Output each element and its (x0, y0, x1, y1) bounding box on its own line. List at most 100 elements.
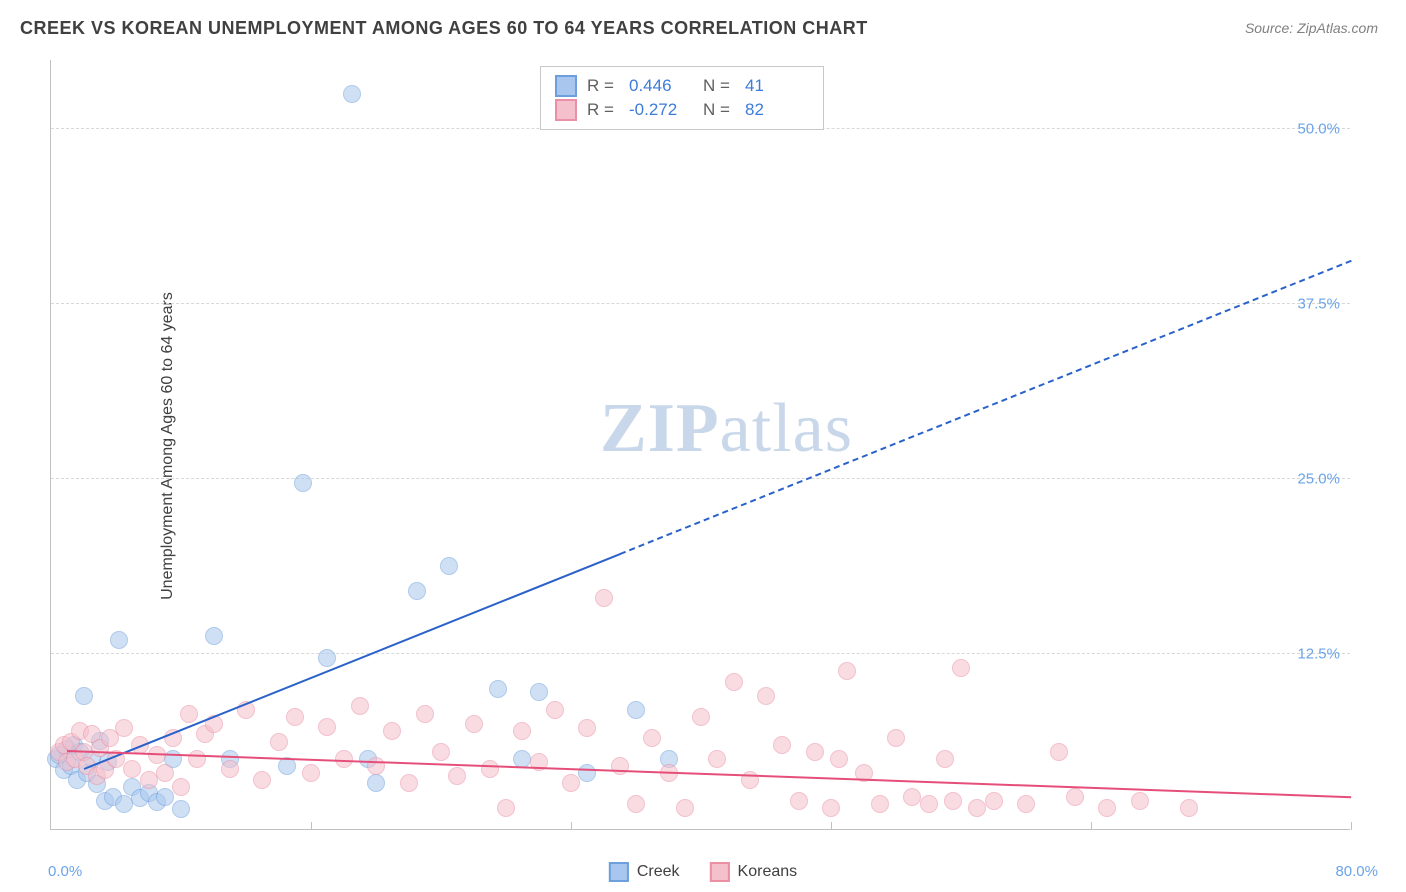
data-point (286, 708, 304, 726)
data-point (822, 799, 840, 817)
data-point (1066, 788, 1084, 806)
data-point (676, 799, 694, 817)
data-point (180, 705, 198, 723)
data-point (1050, 743, 1068, 761)
data-point (188, 750, 206, 768)
n-label: N = (703, 76, 735, 96)
data-point (481, 760, 499, 778)
data-point (351, 697, 369, 715)
data-point (944, 792, 962, 810)
data-point (611, 757, 629, 775)
y-tick-label: 25.0% (1297, 471, 1340, 488)
data-point (110, 631, 128, 649)
x-tick (571, 822, 572, 830)
data-point (627, 795, 645, 813)
data-point (172, 800, 190, 818)
y-tick-label: 12.5% (1297, 646, 1340, 663)
data-point (1180, 799, 1198, 817)
legend-swatch (555, 99, 577, 121)
data-point (367, 774, 385, 792)
data-point (318, 718, 336, 736)
bottom-legend: Creek Koreans (609, 862, 797, 882)
watermark-zip: ZIP (600, 390, 720, 467)
r-label: R = (587, 76, 619, 96)
data-point (643, 729, 661, 747)
x-tick (311, 822, 312, 830)
n-value: 82 (745, 100, 809, 120)
trend-line (83, 553, 620, 770)
data-point (757, 687, 775, 705)
data-point (1131, 792, 1149, 810)
data-point (627, 701, 645, 719)
data-point (1098, 799, 1116, 817)
trend-line (619, 260, 1351, 555)
data-point (578, 719, 596, 737)
r-value: -0.272 (629, 100, 693, 120)
data-point (489, 680, 507, 698)
data-point (952, 659, 970, 677)
data-point (440, 557, 458, 575)
x-axis-min-label: 0.0% (48, 863, 82, 880)
data-point (172, 778, 190, 796)
legend-label: Creek (637, 863, 680, 881)
data-point (920, 795, 938, 813)
x-axis-max-label: 80.0% (1335, 863, 1378, 880)
legend-item: Creek (609, 862, 680, 882)
data-point (497, 799, 515, 817)
x-tick (1091, 822, 1092, 830)
legend-item: Koreans (710, 862, 798, 882)
plot-area: ZIPatlas 12.5% 25.0% 37.5% 50.0% (50, 60, 1350, 830)
source-label: Source: ZipAtlas.com (1245, 20, 1378, 36)
data-point (725, 673, 743, 691)
data-point (302, 764, 320, 782)
data-point (318, 649, 336, 667)
n-label: N = (703, 100, 735, 120)
gridline (51, 653, 1350, 654)
legend-swatch (710, 862, 730, 882)
data-point (562, 774, 580, 792)
r-value: 0.446 (629, 76, 693, 96)
legend-label: Koreans (738, 863, 798, 881)
data-point (294, 474, 312, 492)
legend-stats-row: R = -0.272 N = 82 (555, 99, 809, 121)
data-point (343, 85, 361, 103)
data-point (205, 627, 223, 645)
data-point (253, 771, 271, 789)
data-point (383, 722, 401, 740)
r-label: R = (587, 100, 619, 120)
data-point (408, 582, 426, 600)
data-point (985, 792, 1003, 810)
data-point (887, 729, 905, 747)
data-point (465, 715, 483, 733)
data-point (156, 764, 174, 782)
chart-title: CREEK VS KOREAN UNEMPLOYMENT AMONG AGES … (20, 18, 868, 39)
data-point (546, 701, 564, 719)
x-tick (831, 822, 832, 830)
watermark: ZIPatlas (600, 389, 853, 469)
data-point (830, 750, 848, 768)
data-point (871, 795, 889, 813)
data-point (115, 719, 133, 737)
legend-stats-row: R =0.446N =41 (555, 75, 809, 97)
data-point (773, 736, 791, 754)
data-point (432, 743, 450, 761)
y-tick-label: 50.0% (1297, 121, 1340, 138)
x-tick (1351, 822, 1352, 830)
legend-swatch (609, 862, 629, 882)
data-point (400, 774, 418, 792)
data-point (595, 589, 613, 607)
data-point (75, 687, 93, 705)
data-point (790, 792, 808, 810)
y-tick-label: 37.5% (1297, 296, 1340, 313)
data-point (123, 760, 141, 778)
legend-stats-box: R =0.446N =41R =-0.272N =82 (540, 66, 824, 130)
data-point (708, 750, 726, 768)
data-point (530, 683, 548, 701)
data-point (692, 708, 710, 726)
data-point (513, 722, 531, 740)
data-point (578, 764, 596, 782)
data-point (221, 760, 239, 778)
data-point (416, 705, 434, 723)
legend-swatch (555, 75, 577, 97)
gridline (51, 478, 1350, 479)
